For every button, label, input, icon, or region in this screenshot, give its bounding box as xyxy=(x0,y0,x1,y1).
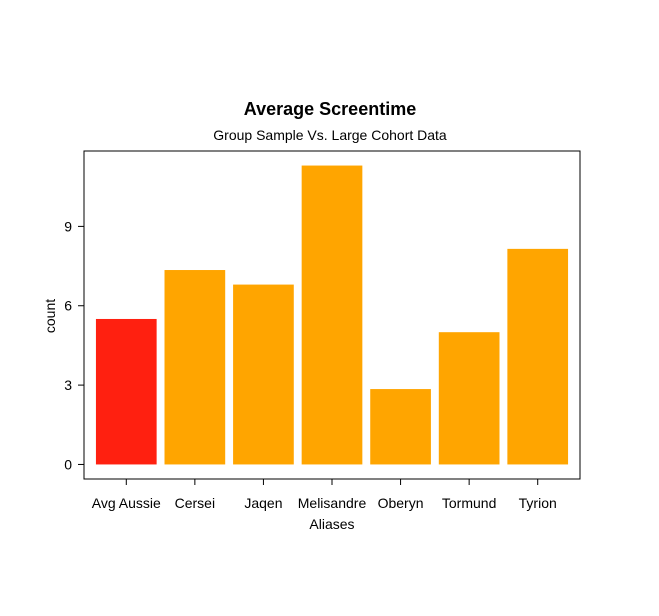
x-tick-label: Tyrion xyxy=(519,495,557,511)
y-tick-label: 3 xyxy=(64,377,72,393)
chart-subtitle: Group Sample Vs. Large Cohort Data xyxy=(213,127,447,143)
x-tick-label: Oberyn xyxy=(378,495,424,511)
y-tick-label: 0 xyxy=(64,456,72,472)
x-tick-label: Melisandre xyxy=(298,495,367,511)
y-tick-label: 6 xyxy=(64,298,72,314)
bar-tormund xyxy=(438,332,500,465)
x-tick-label: Cersei xyxy=(175,495,215,511)
bar-melisandre xyxy=(301,165,363,465)
bar-cersei xyxy=(164,270,226,465)
x-axis-title: Aliases xyxy=(309,516,354,532)
bar-oberyn xyxy=(370,389,431,465)
chart-title: Average Screentime xyxy=(244,99,416,119)
x-tick-label: Jaqen xyxy=(244,495,282,511)
x-tick-label: Avg Aussie xyxy=(92,495,161,511)
bars-layer xyxy=(95,165,569,465)
bar-avg-aussie xyxy=(95,318,157,465)
y-axis-title: count xyxy=(42,299,58,333)
x-axis: Avg Aussie Cersei Jaqen Melisandre Oberyn Tor… xyxy=(92,479,557,511)
bar-tyrion xyxy=(507,248,569,465)
x-tick-label: Tormund xyxy=(442,495,496,511)
y-axis: 0 3 6 9 xyxy=(64,218,84,472)
bar-jaqen xyxy=(233,284,294,465)
plot-frame xyxy=(83,150,581,480)
y-tick-label: 9 xyxy=(64,218,72,234)
